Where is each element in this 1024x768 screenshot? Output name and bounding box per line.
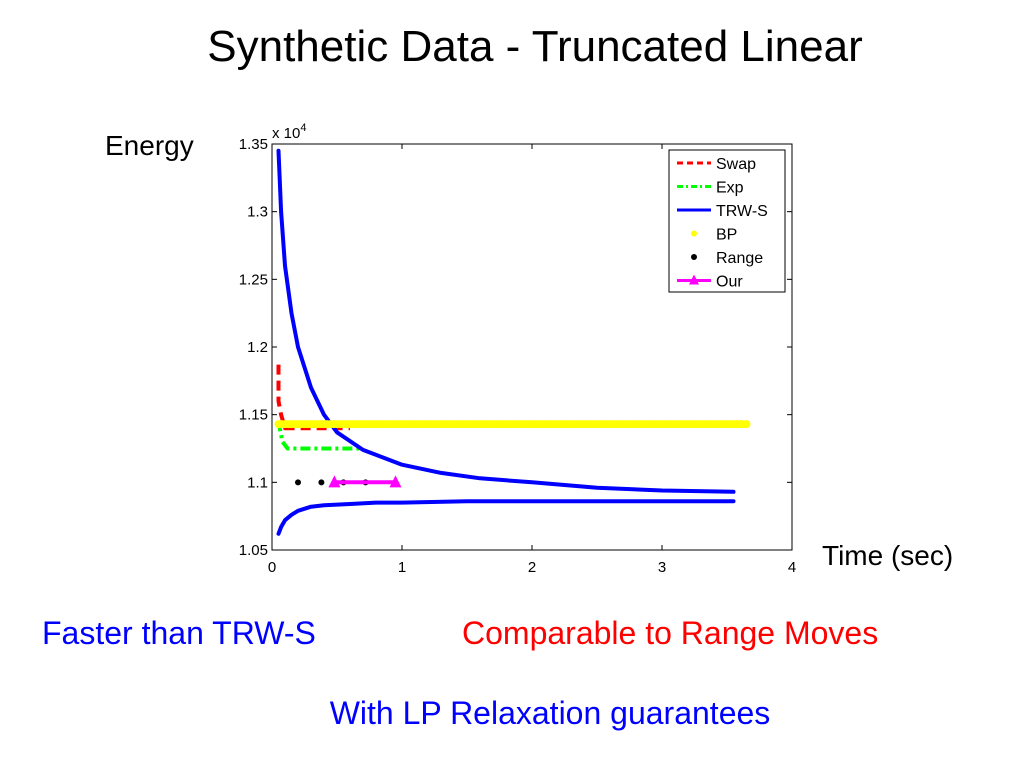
- y-axis-label: Energy: [105, 130, 194, 161]
- swap-line: [276, 364, 350, 431]
- legend-marker-range: [691, 254, 697, 260]
- y-tick-label: 1.25: [239, 271, 268, 288]
- legend-label-range: Range: [716, 250, 763, 267]
- exp-line: [276, 421, 363, 451]
- legend-label-exp: Exp: [716, 180, 744, 197]
- x-tick-label: 1: [398, 559, 406, 576]
- bp-point: [742, 420, 751, 429]
- legend-label-trw-s: TRW-S: [716, 203, 768, 220]
- y-multiplier: x 104: [272, 122, 306, 142]
- trw-s-upper-line: [276, 148, 736, 494]
- caption-lp-guarantees: With LP Relaxation guarantees: [329, 695, 771, 731]
- legend-marker-our: [689, 274, 699, 285]
- y-tick-label: 1.1: [247, 474, 268, 491]
- x-tick-label: 3: [658, 559, 666, 576]
- legend-box: [668, 149, 786, 293]
- caption-comparable: Comparable to Range Moves: [462, 615, 879, 651]
- range-point: [318, 479, 325, 486]
- y-tick-label: 1.05: [239, 542, 268, 559]
- y-tick-label: 1.15: [239, 407, 268, 424]
- y-tick-label: 1.3: [247, 204, 268, 221]
- our-marker: [328, 475, 341, 488]
- trw-s-line: [276, 499, 736, 536]
- slide-title: Synthetic Data - Truncated Linear: [207, 22, 863, 71]
- legend-marker-bp: [691, 230, 697, 237]
- our-marker: [389, 475, 402, 488]
- y-tick-label: 1.35: [239, 136, 268, 153]
- caption-faster: Faster than TRW-S: [42, 615, 316, 651]
- x-tick-label: 0: [268, 559, 276, 576]
- legend-label-swap: Swap: [716, 156, 756, 173]
- y-tick-label: 1.2: [247, 339, 268, 356]
- legend-label-our: Our: [716, 274, 743, 291]
- range-point: [295, 479, 301, 486]
- x-tick-label: 2: [528, 559, 536, 576]
- legend-label-bp: BP: [716, 227, 737, 244]
- x-axis-label: Time (sec): [822, 540, 954, 571]
- x-tick-label: 4: [788, 559, 796, 576]
